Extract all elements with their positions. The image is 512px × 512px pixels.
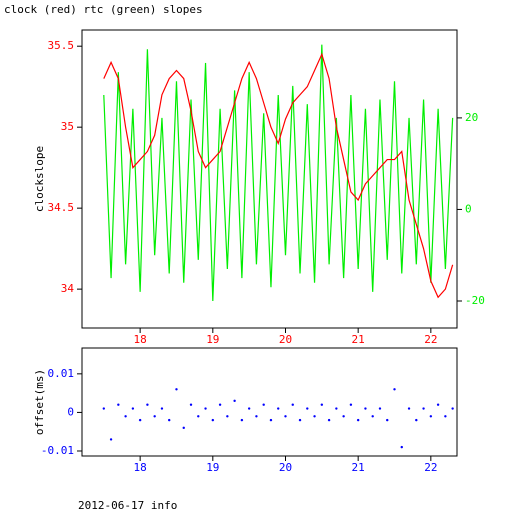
point (349, 403, 353, 406)
point (364, 407, 367, 410)
point (233, 399, 236, 403)
point (175, 388, 178, 391)
y2-tick-label: 20 (465, 111, 478, 124)
point (269, 418, 273, 422)
point (277, 407, 280, 410)
x-tick-label: 22 (424, 461, 437, 474)
point (444, 415, 447, 418)
point (451, 407, 454, 410)
point (436, 403, 440, 406)
x-tick-label: 21 (352, 461, 365, 474)
point (160, 407, 164, 410)
point (262, 403, 265, 406)
point (197, 415, 200, 418)
point (204, 407, 207, 410)
point (146, 403, 149, 406)
point (168, 418, 171, 422)
point (226, 415, 229, 418)
point (335, 407, 338, 410)
x-tick-label: 18 (134, 461, 147, 474)
y-tick-label: 0.01 (48, 367, 75, 380)
y2-tick-label: -20 (465, 294, 485, 307)
x-tick-label: 18 (134, 333, 147, 346)
plot-frame (81, 29, 458, 329)
y-tick-label: 34 (61, 282, 75, 295)
y-tick-label: -0.01 (41, 444, 74, 457)
series-line (103, 52, 454, 299)
point (371, 415, 374, 418)
y-tick-label: 35 (61, 120, 74, 133)
point (407, 407, 411, 410)
x-tick-label: 19 (206, 461, 219, 474)
series-line (103, 44, 454, 302)
x-tick-label: 19 (206, 333, 219, 346)
point (422, 407, 425, 410)
point (189, 403, 193, 406)
y2-tick-label: 0 (465, 202, 472, 215)
y-axis-label: clockslope (33, 146, 46, 212)
x-tick-label: 21 (352, 333, 365, 346)
plot-frame (81, 347, 458, 457)
point (306, 407, 309, 410)
point (400, 445, 403, 449)
point (415, 418, 418, 422)
x-tick-label: 20 (279, 461, 292, 474)
x-tick-label: 22 (424, 333, 437, 346)
point (429, 415, 433, 418)
point (393, 388, 396, 391)
point (153, 415, 156, 418)
point (378, 407, 382, 410)
point (298, 418, 302, 422)
point (356, 418, 360, 422)
point (291, 403, 294, 406)
point (102, 407, 106, 410)
point (218, 403, 222, 406)
point (342, 415, 345, 418)
point (182, 426, 185, 430)
point (313, 415, 316, 418)
point (247, 407, 251, 410)
point (211, 418, 215, 422)
point (386, 418, 389, 422)
y-axis-label: offset(ms) (33, 369, 46, 435)
point (320, 403, 324, 406)
footer: 2012-06-17 info (78, 499, 177, 512)
point (124, 415, 127, 418)
point (284, 415, 287, 418)
point (255, 415, 258, 418)
y-tick-label: 34.5 (48, 201, 75, 214)
x-tick-label: 20 (279, 333, 292, 346)
point (117, 403, 120, 406)
y-tick-label: 35.5 (48, 39, 75, 52)
point (131, 407, 135, 410)
y-tick-label: 0 (67, 405, 74, 418)
point (138, 418, 142, 422)
point (109, 438, 113, 441)
point (327, 418, 331, 422)
chart-title: clock (red) rtc (green) slopes (4, 3, 203, 16)
point (240, 418, 244, 422)
